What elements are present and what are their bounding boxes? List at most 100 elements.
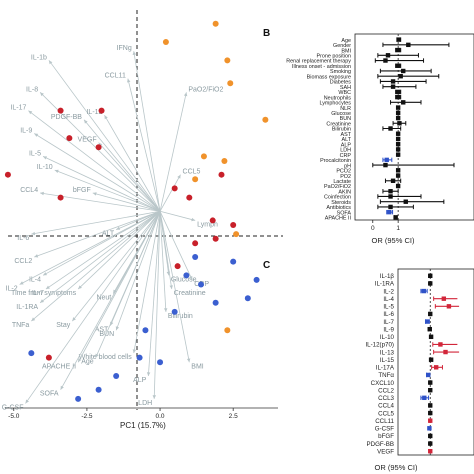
loading-label: PaO2/FiO2 [188,86,223,93]
loading-arrow [159,174,181,212]
forest-point [428,403,433,408]
forest-b-x-label: OR (95% CI) [372,236,415,245]
loading-label: IFNg [117,45,132,52]
loading-arrowhead [54,169,59,174]
score-point [230,258,237,265]
loading-label: ALP [133,377,147,384]
forest-point [422,395,427,401]
loading-arrow [159,211,193,281]
loading-arrowhead [104,115,108,120]
forest-point [401,68,406,74]
loading-arrowhead [132,349,137,354]
loading-arrow [104,115,161,212]
loading-arrowhead [127,78,131,83]
forest-point [428,387,433,393]
forest-point [426,372,431,378]
loading-arrow [127,78,161,212]
forest-row-label: IL-7 [383,319,394,326]
forest-row-label: Smoking [330,69,351,75]
loading-label: IL-7 [32,290,44,297]
loading-label: AST [95,327,109,334]
forest-point [401,100,406,105]
loading-label: IL-2 [6,285,18,292]
forest-point [388,189,393,194]
loading-label: White blood cells [79,354,132,361]
forest-point [428,433,433,439]
forest-point [443,349,448,355]
loading-label: IL-4 [29,276,41,283]
forest-row-label: Glucose [331,111,351,117]
loading-label: Glucose [171,276,197,283]
score-point [209,217,216,224]
score-point [224,327,231,334]
forest-row-label: bFGF [378,433,394,440]
forest-point [395,115,401,121]
forest-row-label: IL-6 [383,311,394,318]
loading-arrowhead [163,308,168,312]
panel-c-letter: C [263,260,270,271]
forest-point [396,37,401,42]
loading-arrowhead [146,372,151,376]
loading-arrowhead [115,326,120,331]
forest-point [385,53,391,58]
score-point [230,222,237,229]
loading-arrowhead [95,353,99,358]
forest-point [438,342,443,347]
forest-row-label: pH [344,163,351,169]
forest-point [383,58,388,63]
loading-arrow [45,210,161,290]
loading-label: IL-5 [29,150,41,157]
loading-arrowhead [78,285,82,290]
loading-arrow [159,211,173,290]
score-point [28,350,35,357]
loading-label: IL-8 [26,86,38,93]
loading-arrow [54,169,161,212]
loading-label: VEGF [78,137,97,144]
score-point [95,386,102,393]
loading-label: ALT [102,231,115,238]
score-points [4,20,269,402]
forest-row-label: IL-5 [383,304,394,311]
forest-row-label: IL-10 [380,334,395,341]
forest-row-label: AST [341,132,352,138]
forest-row-label: IL-12(p70) [365,342,394,349]
score-point [157,359,164,366]
forest-c-x-label: OR (95% CI) [375,463,418,472]
loading-arrow [147,211,161,377]
score-point [212,299,219,306]
score-point [174,263,181,270]
loading-arrowhead [43,272,48,276]
loading-arrows: IFNg IL-1b CCL11 IL-8 PaO2/FiO2 IL-17 PDGF-BB I… [2,45,224,411]
forest-row-label: IL-13 [380,349,395,356]
score-point [212,235,219,242]
forest-point [390,178,396,183]
forest-point [388,126,393,131]
forest-row-label: PDGF-BB [366,441,394,448]
forest-row-label: Lymphocytes [319,101,351,107]
forest-point [395,152,401,157]
loading-label: IL-10 [37,164,53,171]
forest-row-label: CCL2 [378,387,394,394]
score-point [75,395,82,402]
score-point [221,157,228,164]
loading-arrow [95,211,161,358]
forest-row-label: Diabetes [330,80,352,86]
forest-frame [397,268,474,456]
forest-point [384,157,389,163]
forest-row-label: IL-1RA [375,281,395,288]
forest-row-label: AKIN [338,189,351,195]
loading-label: CCL5 [183,169,201,176]
forest-row-label: TNFα [378,372,394,379]
forest-point [428,281,433,286]
forest-row-label: PCO2 [336,169,351,175]
score-point [233,231,240,238]
loading-label: CCL11 [105,73,126,80]
loading-arrowhead [34,254,39,258]
loading-arrowhead [189,275,193,280]
loading-arrowhead [28,110,33,115]
loading-arrow [40,192,161,212]
loading-arrow [115,211,161,331]
forest-point [395,168,401,173]
loading-label: IL-9 [20,128,32,135]
loading-label: IL-17 [10,105,26,112]
